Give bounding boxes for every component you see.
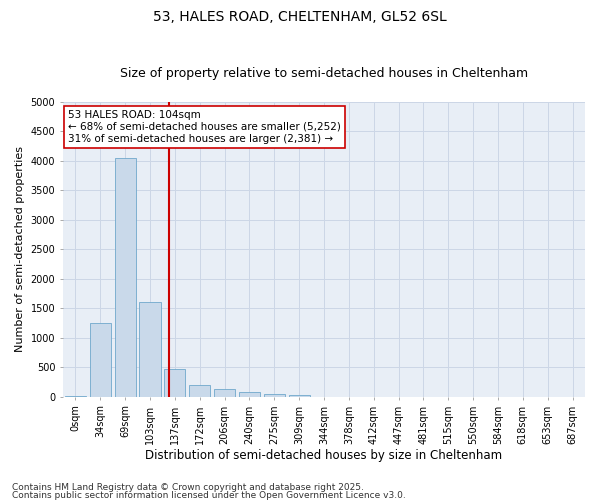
Bar [164, 369, 185, 397]
Y-axis label: Number of semi-detached properties: Number of semi-detached properties [15, 146, 25, 352]
Text: Contains HM Land Registry data © Crown copyright and database right 2025.: Contains HM Land Registry data © Crown c… [12, 483, 364, 492]
Text: 53, HALES ROAD, CHELTENHAM, GL52 6SL: 53, HALES ROAD, CHELTENHAM, GL52 6SL [153, 10, 447, 24]
X-axis label: Distribution of semi-detached houses by size in Cheltenham: Distribution of semi-detached houses by … [145, 450, 503, 462]
Bar [189, 385, 210, 397]
Bar [139, 302, 161, 397]
Bar [239, 392, 260, 397]
Text: Contains public sector information licensed under the Open Government Licence v3: Contains public sector information licen… [12, 490, 406, 500]
Bar [115, 158, 136, 397]
Bar [214, 390, 235, 397]
Bar [65, 396, 86, 397]
Bar [89, 323, 111, 397]
Text: 53 HALES ROAD: 104sqm
← 68% of semi-detached houses are smaller (5,252)
31% of s: 53 HALES ROAD: 104sqm ← 68% of semi-deta… [68, 110, 341, 144]
Title: Size of property relative to semi-detached houses in Cheltenham: Size of property relative to semi-detach… [120, 66, 528, 80]
Bar [289, 395, 310, 397]
Bar [263, 394, 285, 397]
